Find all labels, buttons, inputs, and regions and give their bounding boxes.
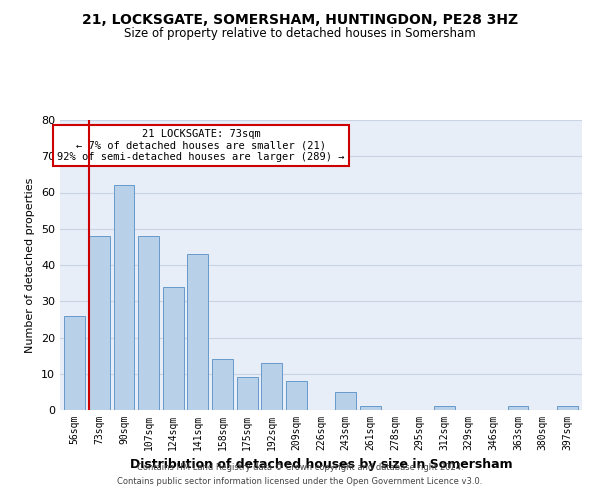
Text: Contains HM Land Registry data © Crown copyright and database right 2024.: Contains HM Land Registry data © Crown c…: [137, 464, 463, 472]
X-axis label: Distribution of detached houses by size in Somersham: Distribution of detached houses by size …: [130, 458, 512, 471]
Bar: [236, 378, 257, 410]
Bar: [163, 287, 184, 410]
Bar: [113, 185, 134, 410]
Bar: [508, 406, 529, 410]
Bar: [89, 236, 110, 410]
Text: Contains public sector information licensed under the Open Government Licence v3: Contains public sector information licen…: [118, 477, 482, 486]
Y-axis label: Number of detached properties: Number of detached properties: [25, 178, 35, 352]
Bar: [557, 406, 578, 410]
Text: 21, LOCKSGATE, SOMERSHAM, HUNTINGDON, PE28 3HZ: 21, LOCKSGATE, SOMERSHAM, HUNTINGDON, PE…: [82, 12, 518, 26]
Bar: [286, 381, 307, 410]
Text: 21 LOCKSGATE: 73sqm
← 7% of detached houses are smaller (21)
92% of semi-detache: 21 LOCKSGATE: 73sqm ← 7% of detached hou…: [57, 128, 344, 162]
Bar: [187, 254, 208, 410]
Bar: [335, 392, 356, 410]
Bar: [212, 359, 233, 410]
Bar: [64, 316, 85, 410]
Bar: [360, 406, 381, 410]
Bar: [138, 236, 159, 410]
Bar: [434, 406, 455, 410]
Text: Size of property relative to detached houses in Somersham: Size of property relative to detached ho…: [124, 28, 476, 40]
Bar: [261, 363, 282, 410]
